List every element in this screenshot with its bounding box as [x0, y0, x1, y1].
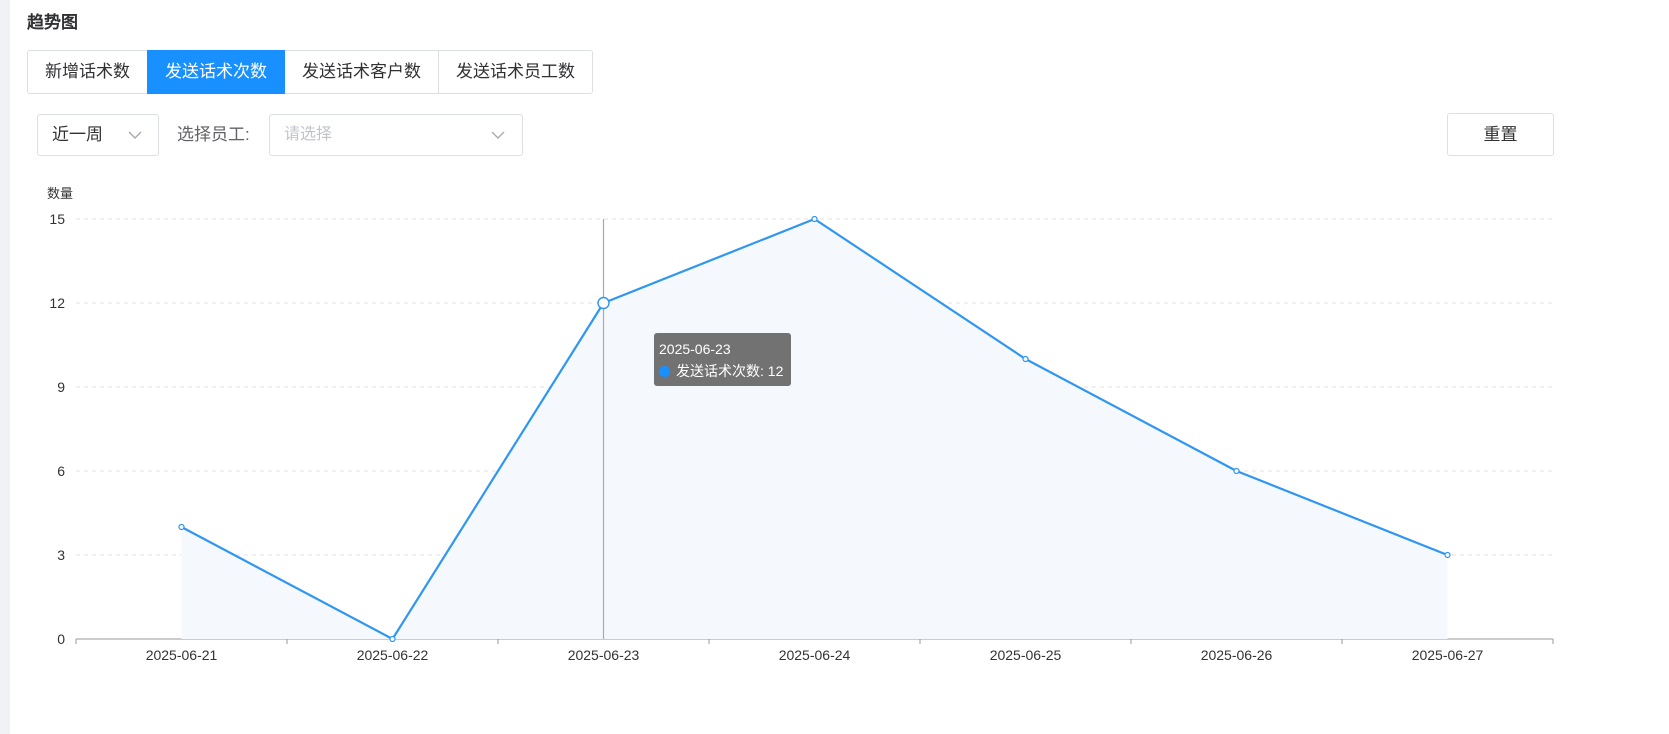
employee-select-placeholder: 请选择: [284, 126, 333, 143]
period-select-value: 近一周: [52, 125, 103, 144]
metric-tabs: 新增话术数 发送话术次数 发送话术客户数 发送话术员工数: [27, 50, 593, 94]
tab-send-employees[interactable]: 发送话术员工数: [438, 50, 593, 94]
period-select[interactable]: 近一周: [37, 114, 159, 156]
data-point: [1022, 355, 1029, 363]
data-point: [811, 215, 818, 223]
employee-select[interactable]: 请选择: [269, 114, 523, 156]
y-tick-label: 0: [57, 631, 65, 647]
chevron-down-icon: [128, 131, 142, 139]
x-tick-label: 2025-06-22: [357, 647, 429, 663]
tooltip-value: 发送话术次数: 12: [676, 363, 784, 379]
tab-new-scripts[interactable]: 新增话术数: [27, 50, 148, 94]
chevron-down-icon: [491, 131, 505, 139]
series-dot-icon: [659, 365, 670, 377]
y-tick-label: 9: [57, 379, 65, 395]
data-point: [389, 635, 396, 643]
employee-select-label: 选择员工:: [177, 125, 250, 144]
x-tick-label: 2025-06-21: [146, 647, 218, 663]
tab-send-customers[interactable]: 发送话术客户数: [284, 50, 439, 94]
y-tick-label: 6: [57, 463, 65, 479]
tab-send-count[interactable]: 发送话术次数: [147, 50, 285, 94]
tooltip-date: 2025-06-23: [659, 341, 731, 357]
section-title: 趋势图: [27, 13, 78, 32]
tooltip-row: 发送话术次数: 12: [659, 362, 791, 380]
x-tick-label: 2025-06-25: [990, 647, 1062, 663]
x-tick-label: 2025-06-26: [1201, 647, 1273, 663]
data-point: [1233, 467, 1240, 475]
reset-button[interactable]: 重置: [1447, 113, 1554, 156]
data-point: [1444, 551, 1451, 559]
x-tick-label: 2025-06-24: [779, 647, 851, 663]
y-tick-label: 12: [49, 295, 65, 311]
x-tick-label: 2025-06-27: [1412, 647, 1484, 663]
chart-tooltip: 2025-06-23 发送话术次数: 12: [654, 333, 791, 386]
series-area: [181, 219, 1448, 639]
y-tick-label: 3: [57, 547, 65, 563]
y-axis-title: 数量: [47, 186, 73, 201]
x-tick-label: 2025-06-23: [568, 647, 640, 663]
data-point: [178, 523, 185, 531]
y-tick-label: 15: [49, 211, 65, 227]
data-point: [597, 296, 610, 310]
